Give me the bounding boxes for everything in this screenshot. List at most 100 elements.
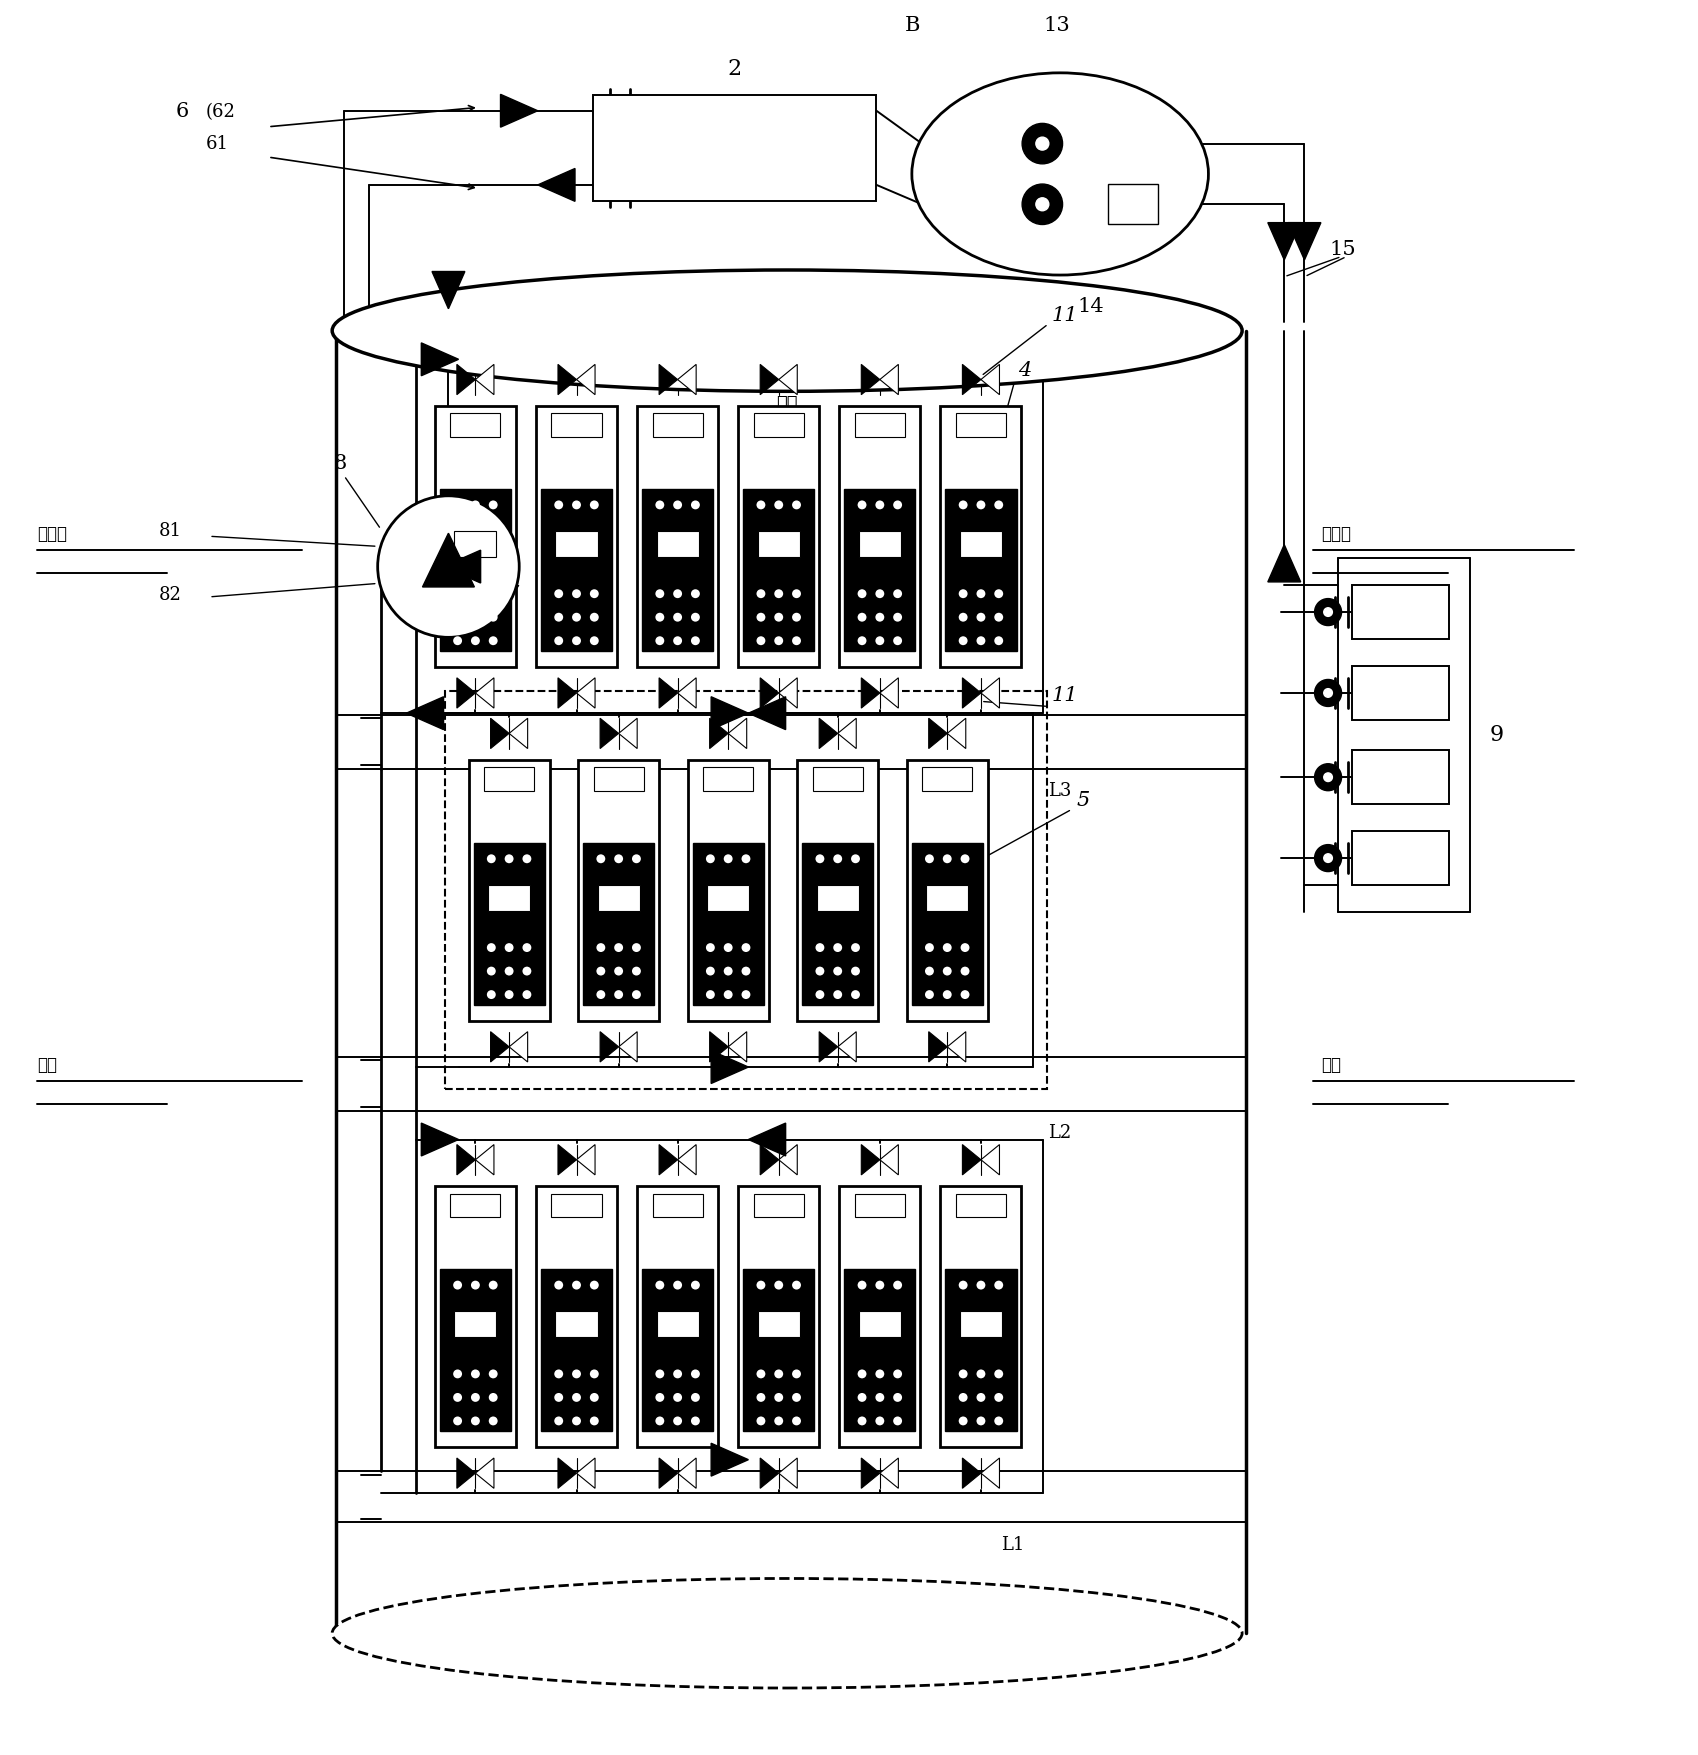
Polygon shape bbox=[880, 1458, 898, 1488]
Bar bbox=[598, 885, 638, 911]
Text: 15: 15 bbox=[1330, 240, 1355, 258]
Circle shape bbox=[774, 1369, 783, 1378]
Circle shape bbox=[470, 1369, 479, 1378]
Circle shape bbox=[655, 612, 664, 621]
Polygon shape bbox=[880, 677, 898, 707]
Polygon shape bbox=[538, 168, 574, 202]
Bar bbox=[577, 760, 659, 1021]
Polygon shape bbox=[1287, 223, 1319, 260]
Circle shape bbox=[523, 942, 531, 951]
Circle shape bbox=[691, 1393, 700, 1402]
Circle shape bbox=[791, 1393, 800, 1402]
Polygon shape bbox=[576, 365, 594, 395]
Polygon shape bbox=[475, 1458, 494, 1488]
Circle shape bbox=[453, 1369, 462, 1378]
Circle shape bbox=[740, 967, 751, 976]
Circle shape bbox=[740, 942, 751, 951]
Polygon shape bbox=[659, 365, 678, 395]
Circle shape bbox=[615, 942, 623, 951]
Circle shape bbox=[976, 1281, 985, 1290]
Bar bbox=[693, 842, 764, 1006]
Circle shape bbox=[756, 590, 764, 598]
Circle shape bbox=[993, 1416, 1002, 1425]
Circle shape bbox=[874, 1416, 883, 1425]
Text: 14: 14 bbox=[1077, 297, 1104, 316]
Polygon shape bbox=[711, 697, 747, 730]
Polygon shape bbox=[728, 1032, 745, 1062]
Circle shape bbox=[1022, 123, 1061, 163]
Circle shape bbox=[976, 637, 985, 646]
Text: 2: 2 bbox=[727, 58, 742, 79]
Circle shape bbox=[774, 1281, 783, 1290]
Text: 7: 7 bbox=[506, 584, 520, 604]
Text: 11: 11 bbox=[1051, 686, 1078, 706]
Circle shape bbox=[596, 855, 604, 863]
Polygon shape bbox=[980, 1144, 998, 1174]
Circle shape bbox=[874, 612, 883, 621]
Circle shape bbox=[791, 1281, 800, 1290]
Circle shape bbox=[959, 990, 970, 999]
Circle shape bbox=[857, 612, 866, 621]
Bar bbox=[1352, 665, 1448, 720]
Circle shape bbox=[672, 1416, 681, 1425]
Polygon shape bbox=[475, 677, 494, 707]
Circle shape bbox=[791, 637, 800, 646]
Circle shape bbox=[893, 1281, 902, 1290]
Polygon shape bbox=[961, 677, 980, 707]
Polygon shape bbox=[1267, 544, 1301, 583]
Circle shape bbox=[993, 1369, 1002, 1378]
Circle shape bbox=[893, 612, 902, 621]
Circle shape bbox=[632, 967, 640, 976]
Circle shape bbox=[504, 967, 513, 976]
Circle shape bbox=[589, 612, 598, 621]
Circle shape bbox=[774, 500, 783, 509]
Bar bbox=[484, 767, 533, 792]
Circle shape bbox=[993, 612, 1002, 621]
Circle shape bbox=[615, 967, 623, 976]
Circle shape bbox=[572, 1369, 581, 1378]
Text: IN: IN bbox=[851, 181, 863, 190]
Polygon shape bbox=[557, 1144, 576, 1174]
Circle shape bbox=[774, 637, 783, 646]
Bar bbox=[754, 414, 803, 437]
Circle shape bbox=[453, 637, 462, 646]
Bar bbox=[706, 885, 749, 911]
Circle shape bbox=[756, 500, 764, 509]
Circle shape bbox=[572, 1393, 581, 1402]
Circle shape bbox=[705, 990, 715, 999]
Circle shape bbox=[740, 855, 751, 863]
Bar bbox=[757, 532, 800, 556]
Circle shape bbox=[453, 500, 462, 509]
Bar bbox=[642, 1269, 713, 1432]
Circle shape bbox=[453, 1416, 462, 1425]
Circle shape bbox=[791, 1416, 800, 1425]
Bar bbox=[1107, 184, 1158, 225]
Circle shape bbox=[874, 590, 883, 598]
Polygon shape bbox=[778, 677, 796, 707]
Circle shape bbox=[851, 967, 859, 976]
Bar bbox=[642, 490, 713, 651]
Bar bbox=[655, 1311, 698, 1337]
Circle shape bbox=[655, 1369, 664, 1378]
Circle shape bbox=[596, 967, 604, 976]
Circle shape bbox=[470, 590, 479, 598]
Circle shape bbox=[655, 1393, 664, 1402]
Polygon shape bbox=[980, 365, 998, 395]
Circle shape bbox=[832, 855, 842, 863]
Bar bbox=[742, 1269, 813, 1432]
Circle shape bbox=[1022, 184, 1061, 225]
Circle shape bbox=[774, 612, 783, 621]
Circle shape bbox=[857, 1416, 866, 1425]
Circle shape bbox=[487, 855, 496, 863]
Polygon shape bbox=[818, 1032, 837, 1062]
Circle shape bbox=[523, 967, 531, 976]
Polygon shape bbox=[747, 697, 784, 730]
Polygon shape bbox=[818, 718, 837, 749]
Circle shape bbox=[874, 1393, 883, 1402]
Bar bbox=[440, 1269, 511, 1432]
Circle shape bbox=[655, 500, 664, 509]
Text: 泥面: 泥面 bbox=[1321, 1057, 1340, 1074]
Circle shape bbox=[851, 942, 859, 951]
Circle shape bbox=[504, 942, 513, 951]
Circle shape bbox=[756, 1416, 764, 1425]
